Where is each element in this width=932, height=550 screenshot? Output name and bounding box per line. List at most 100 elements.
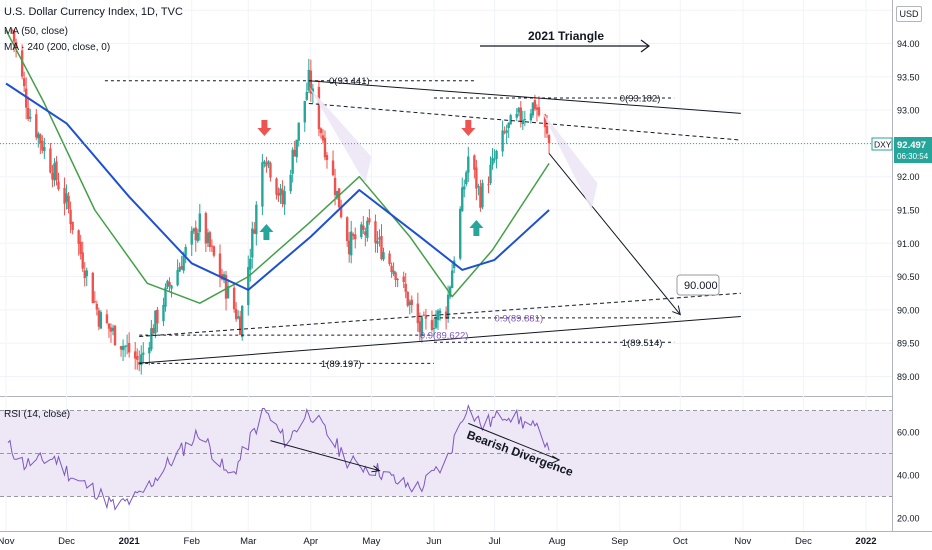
candle-body xyxy=(501,130,504,152)
candle-body xyxy=(269,163,272,178)
candle-body xyxy=(366,220,369,238)
candle-body xyxy=(275,178,278,195)
candle-body xyxy=(154,310,157,334)
ma50-line xyxy=(5,29,550,304)
rsi-divergence-arrow-icon xyxy=(371,465,381,473)
candle-body xyxy=(436,310,440,321)
time-tick-label: Sep xyxy=(611,536,628,547)
candle-body xyxy=(390,265,393,272)
candle-body xyxy=(204,213,208,244)
time-tick-label: Nov xyxy=(0,536,15,547)
candle-body xyxy=(22,78,26,87)
fib-level-label: 0(93.182) xyxy=(620,93,661,104)
candle-body xyxy=(226,285,230,299)
candle-body xyxy=(473,155,476,170)
projection-wedge xyxy=(540,110,598,210)
drawings: 0(93.441) 0(93.182) 0.9(89.881) 0.9(89.622)… xyxy=(0,39,892,370)
candle-body xyxy=(517,108,520,113)
candle-body xyxy=(263,161,266,164)
candle-body xyxy=(39,134,42,144)
candle-body xyxy=(529,113,533,121)
price-tick-label: 89.50 xyxy=(897,339,920,349)
candle-body xyxy=(166,280,169,288)
price-badge xyxy=(894,137,932,163)
rsi-divergence-line xyxy=(468,422,560,461)
candle-body xyxy=(136,355,139,360)
candle-body xyxy=(493,159,496,161)
candle-body xyxy=(311,88,315,95)
time-tick-label: 2022 xyxy=(855,536,876,547)
triangle-arrow-head-icon xyxy=(640,39,650,53)
ma200-legend[interactable]: MA · 240 (200, close, 0) xyxy=(4,42,111,53)
red-down-arrow-icon xyxy=(257,120,272,136)
moving-averages xyxy=(5,29,550,304)
ma50-legend[interactable]: MA (50, close) xyxy=(4,26,68,37)
green-up-arrow-icon xyxy=(469,220,484,236)
candle-body xyxy=(236,316,240,319)
candle-body xyxy=(107,323,111,329)
rsi-tick-label: 20.00 xyxy=(897,514,920,524)
candle-body xyxy=(57,181,60,190)
candle-body xyxy=(249,258,252,270)
candle-body xyxy=(547,135,551,144)
projection-arrow-head-icon xyxy=(672,305,681,316)
candle-body xyxy=(14,41,18,49)
candle-body xyxy=(99,312,103,329)
candle-body xyxy=(63,187,66,204)
candle-body xyxy=(459,208,462,259)
candle-body xyxy=(404,283,407,292)
rsi-tick-label: 40.00 xyxy=(897,471,920,481)
candle-body xyxy=(339,207,343,218)
candle-body xyxy=(521,119,525,125)
price-tick-label: 91.00 xyxy=(897,239,920,249)
candle-body xyxy=(190,230,193,245)
candle-body xyxy=(477,185,480,187)
candle-body xyxy=(503,131,506,133)
candle-body xyxy=(85,270,88,277)
projection-arrow-line xyxy=(548,153,681,315)
green-up-arrow-icon xyxy=(259,224,274,240)
candle-body xyxy=(537,107,541,116)
candle-body xyxy=(93,301,97,303)
candle-body xyxy=(380,236,383,260)
candle-body xyxy=(489,164,492,184)
rsi-band xyxy=(0,410,892,497)
candle-body xyxy=(35,114,38,138)
candle-body xyxy=(360,224,363,238)
candle-body xyxy=(392,270,395,275)
time-tick-label: Mar xyxy=(240,536,256,547)
symbol-badge xyxy=(871,137,893,151)
candle-body xyxy=(333,177,337,195)
candle-body xyxy=(374,221,377,243)
candle-body xyxy=(533,100,537,109)
rsi-divergence-line xyxy=(270,440,380,472)
fib-level-label: 0(93.441) xyxy=(329,76,370,87)
candle-body xyxy=(331,160,335,176)
time-tick-label: Aug xyxy=(549,536,566,547)
candle-body xyxy=(305,91,308,100)
target-label-box xyxy=(676,274,720,296)
candle-body xyxy=(303,100,306,123)
rsi-tick-label: 60.00 xyxy=(897,428,920,438)
candle-body xyxy=(424,316,428,319)
triangle-trendline xyxy=(308,102,741,141)
candle-body xyxy=(461,187,464,211)
candle-body xyxy=(337,188,341,208)
currency-button[interactable]: USD xyxy=(896,6,922,22)
time-tick-label: Dec xyxy=(58,536,75,547)
candle-body xyxy=(91,272,95,304)
candle-body xyxy=(475,167,478,189)
rsi-legend[interactable]: RSI (14, close) xyxy=(4,409,71,420)
candle-body xyxy=(430,320,434,331)
candle-body xyxy=(283,191,286,205)
candle-body xyxy=(97,310,101,327)
candle-body xyxy=(293,149,296,157)
candle-body xyxy=(465,172,468,185)
candle-body xyxy=(289,174,292,192)
candle-body xyxy=(150,328,153,350)
candle-body xyxy=(240,306,244,338)
candle-body xyxy=(309,70,313,94)
candle-body xyxy=(295,139,298,158)
ma200-line xyxy=(5,82,550,291)
